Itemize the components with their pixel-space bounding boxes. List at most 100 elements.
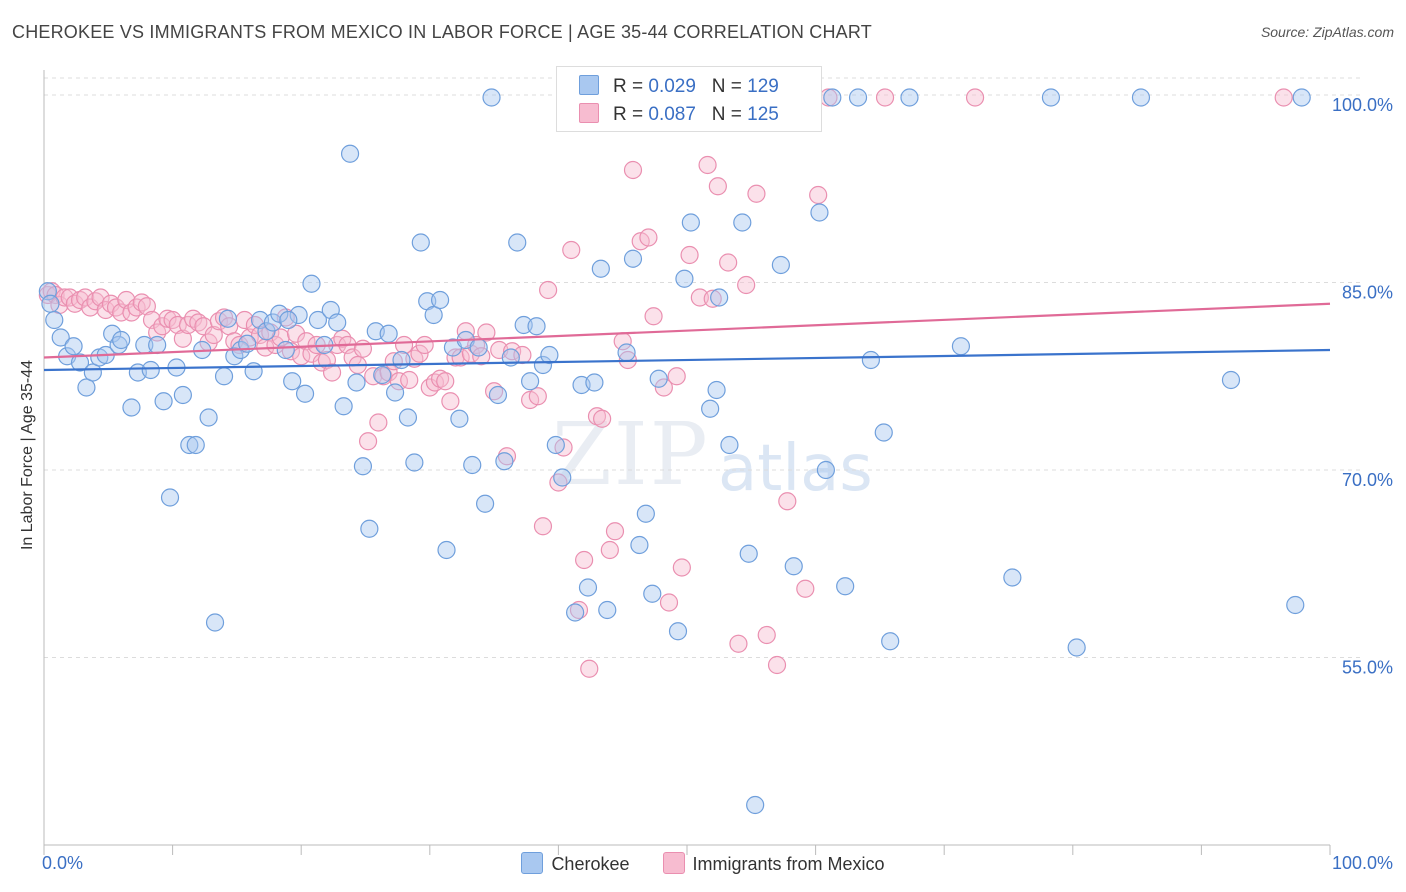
point-mexico [76, 288, 95, 307]
point-cherokee [566, 603, 585, 622]
point-mexico [575, 550, 594, 570]
point-cherokee [1041, 88, 1061, 107]
point-cherokee [122, 398, 141, 417]
point-cherokee [578, 578, 598, 597]
point-cherokee [289, 305, 308, 325]
legend-row-mexico: R = 0.087 N = 125 [579, 103, 779, 126]
legend-mexico-label: Immigrants from Mexico [692, 854, 885, 874]
point-cherokee [881, 632, 900, 651]
point-cherokee [347, 373, 366, 392]
point-cherokee [411, 233, 430, 252]
point-cherokee [360, 519, 379, 538]
point-mexico [729, 634, 748, 653]
trend-line-cherokee [43, 348, 1331, 372]
point-mexico [477, 323, 496, 342]
correlation-legend: R = 0.029 N = 129 R = 0.087 N = 125 [556, 66, 822, 132]
point-cherokee [373, 365, 392, 385]
point-cherokee [218, 309, 237, 328]
point-cherokee [1286, 595, 1305, 615]
point-mexico [623, 160, 643, 180]
point-mexico [644, 307, 663, 326]
tick-labels: 55.0% 70.0% 85.0% 100.0% 0.0% 100.0% [42, 95, 1393, 873]
point-cherokee [308, 310, 328, 330]
point-cherokee [379, 324, 398, 343]
point-mexico [1274, 88, 1293, 107]
legend-n2-value: 125 [747, 104, 779, 125]
point-cherokee [823, 88, 842, 107]
x-tick-label-max: 100.0% [1332, 853, 1393, 873]
point-mexico [719, 253, 738, 272]
point-cherokee [424, 305, 443, 325]
point-mexico [204, 325, 223, 345]
point-cherokee [1067, 638, 1086, 657]
point-cherokee [508, 233, 527, 252]
watermark-zip: ZIP [552, 405, 710, 505]
point-cherokee [710, 288, 729, 307]
point-cherokee [720, 435, 739, 455]
point-mexico [466, 335, 486, 355]
point-mexico [600, 540, 619, 560]
point-mexico [405, 349, 424, 368]
point-mexico [358, 432, 378, 451]
point-cherokee [77, 378, 96, 397]
point-mexico [605, 522, 625, 541]
axes [43, 70, 1331, 855]
point-mexico [639, 228, 658, 247]
legend-item-cherokee[interactable]: Cherokee [521, 852, 629, 875]
point-cherokee [141, 360, 160, 380]
point-mexico [659, 593, 679, 612]
point-mexico [286, 324, 306, 343]
point-cherokee [900, 88, 919, 107]
point-mexico [410, 344, 429, 363]
point-mexico [703, 289, 722, 308]
point-cherokee [148, 335, 167, 355]
point-cherokee [334, 397, 353, 416]
point-cherokee [214, 367, 234, 386]
point-mexico [533, 517, 553, 536]
point-cherokee [45, 310, 64, 330]
point-cherokee [41, 294, 60, 313]
point-cherokee [205, 613, 225, 632]
point-mexico [503, 342, 522, 361]
point-cherokee [51, 328, 70, 347]
point-cherokee [154, 392, 173, 411]
point-cherokee [733, 213, 752, 232]
point-cherokee [951, 337, 971, 356]
point-mexico [539, 280, 558, 300]
point-cherokee [385, 383, 405, 402]
point-mexico [809, 185, 828, 205]
point-cherokee [405, 453, 424, 472]
point-cherokee [533, 355, 553, 375]
point-cherokee [482, 88, 501, 107]
point-mexico [747, 184, 766, 203]
legend-r2-label: R = [613, 104, 649, 125]
point-cherokee [636, 504, 655, 523]
point-cherokee [771, 255, 790, 275]
point-cherokee [874, 423, 893, 442]
y-tick-label: 85.0% [1342, 283, 1393, 303]
point-cherokee [302, 274, 321, 293]
legend-swatch-mexico [579, 103, 599, 123]
point-cherokee [64, 337, 83, 356]
point-cherokee [527, 317, 546, 336]
legend-cherokee-label: Cherokee [551, 854, 630, 874]
point-cherokee [643, 584, 662, 603]
point-cherokee [784, 557, 803, 576]
point-cherokee [598, 600, 617, 620]
legend-swatch-mexico-bottom [662, 852, 685, 874]
point-mexico [767, 655, 787, 675]
point-mexico [137, 297, 156, 316]
point-mexico [965, 88, 985, 107]
point-mexico [173, 329, 192, 348]
point-cherokee [1221, 370, 1241, 390]
legend-item-mexico[interactable]: Immigrants from Mexico [662, 852, 885, 875]
point-cherokee [681, 213, 700, 232]
point-mexico [757, 625, 776, 645]
point-cherokee [848, 88, 868, 107]
point-cherokee [675, 269, 694, 288]
point-mexico [698, 155, 717, 175]
point-mexico [394, 335, 414, 355]
point-cherokee [70, 353, 90, 372]
point-cherokee [861, 350, 880, 370]
point-cherokee [521, 372, 540, 391]
